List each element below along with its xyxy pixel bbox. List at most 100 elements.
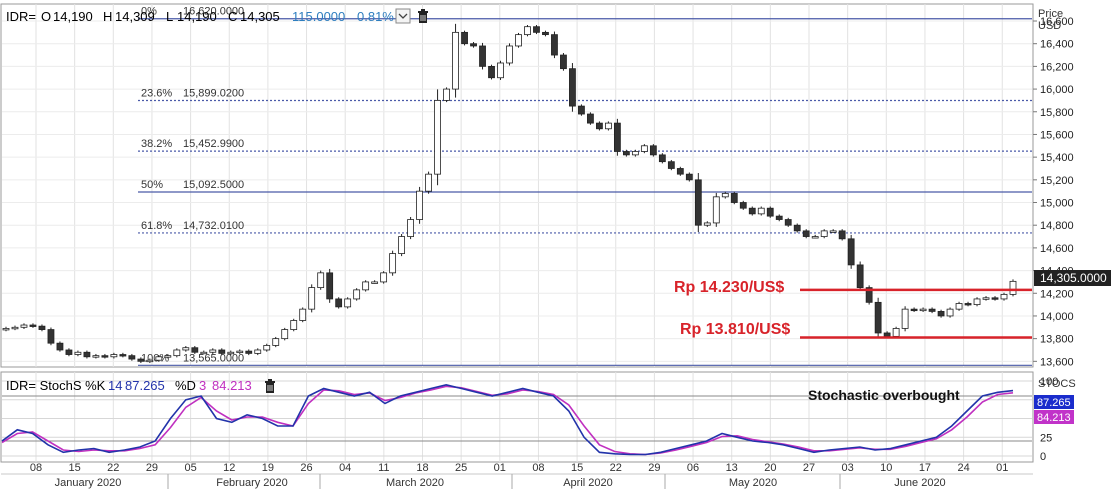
fib-level-pct: 61.8% xyxy=(141,220,172,232)
candle-up xyxy=(290,320,298,330)
candle-down xyxy=(119,354,127,357)
candle-up xyxy=(362,281,370,291)
x-tick-label: 22 xyxy=(107,462,119,474)
y-tick-label: 15,400 xyxy=(1040,152,1074,164)
y-tick-label: 16,200 xyxy=(1040,61,1074,73)
header-close-label: C xyxy=(228,9,237,24)
candle-down xyxy=(245,350,253,354)
candle-up xyxy=(308,287,316,310)
candle-up xyxy=(146,359,154,363)
candle-up xyxy=(640,145,648,152)
x-tick-label: 24 xyxy=(957,462,969,474)
candle-up xyxy=(416,190,423,220)
candle-down xyxy=(542,31,549,36)
header-open: 14,190 xyxy=(53,9,93,24)
month-label: March 2020 xyxy=(386,477,444,489)
y-tick-label: 13,800 xyxy=(1040,334,1074,346)
stoch-header-label: IDR= StochS %K xyxy=(6,378,106,393)
candle-down xyxy=(730,193,738,203)
candle-down xyxy=(694,179,702,226)
month-label: April 2020 xyxy=(563,477,613,489)
chevron-down-icon[interactable] xyxy=(395,8,411,24)
fib-level-value: 15,899.0200 xyxy=(183,88,244,100)
stoch-k-value: 87.265 xyxy=(125,378,165,393)
candle-up xyxy=(254,349,262,354)
candle-up xyxy=(92,355,100,358)
month-label: January 2020 xyxy=(55,477,122,489)
candle-up xyxy=(605,122,612,130)
header-high: 14,309 xyxy=(115,9,155,24)
x-tick-label: 06 xyxy=(687,462,699,474)
candle-up xyxy=(371,281,379,284)
candle-up xyxy=(703,222,711,226)
header-high-label: H xyxy=(103,9,112,24)
candle-up xyxy=(721,193,729,198)
x-tick-label: 15 xyxy=(69,462,81,474)
y-tick-label: 14,800 xyxy=(1040,220,1074,232)
candle-up xyxy=(299,308,307,321)
price-axis-unit: USD xyxy=(1038,20,1061,32)
candle-up xyxy=(452,31,459,90)
stoch-d-tag-bg xyxy=(1034,410,1074,424)
x-tick-label: 29 xyxy=(648,462,660,474)
candle-down xyxy=(560,54,567,70)
stoch-k-period: 14 xyxy=(108,378,122,393)
trash-icon[interactable] xyxy=(418,9,428,23)
y-tick-label: 15,800 xyxy=(1040,107,1074,119)
candle-down xyxy=(676,168,684,175)
candle-down xyxy=(137,358,145,362)
last-price-tag-bg xyxy=(1034,270,1111,286)
candle-up xyxy=(955,303,963,310)
month-label: May 2020 xyxy=(729,477,777,489)
header-close: 14,305 xyxy=(240,9,280,24)
candle-up xyxy=(353,289,361,300)
fib-level-pct: 50% xyxy=(141,179,163,191)
candle-down xyxy=(596,122,603,130)
candle-down xyxy=(533,26,540,33)
x-tick-label: 19 xyxy=(262,462,274,474)
header-low: 14,190 xyxy=(177,9,217,24)
stoch-y-tick-label: 25 xyxy=(1040,432,1052,444)
candle-down xyxy=(101,355,109,358)
y-tick-label: 14,000 xyxy=(1040,311,1074,323)
candle-down xyxy=(793,224,801,232)
candle-up xyxy=(1009,280,1017,295)
candle-down xyxy=(335,298,343,308)
x-tick-label: 18 xyxy=(416,462,428,474)
candle-up xyxy=(892,328,900,337)
header-open-label: O xyxy=(41,9,51,24)
stoch-d-value: 84.213 xyxy=(212,378,252,393)
stoch-y-tick-label: 100 xyxy=(1040,376,1058,388)
header-low-label: L xyxy=(166,9,173,24)
candle-down xyxy=(47,329,55,344)
candle-up xyxy=(398,236,406,254)
x-tick-label: 03 xyxy=(842,462,854,474)
candle-up xyxy=(173,349,181,357)
candle-down xyxy=(479,45,486,67)
candle-down xyxy=(461,31,468,45)
x-tick-label: 13 xyxy=(726,462,738,474)
candle-down xyxy=(856,264,864,288)
candle-up xyxy=(389,253,397,274)
candle-down xyxy=(83,351,91,358)
candle-down xyxy=(739,202,747,209)
fib-level-pct: 38.2% xyxy=(141,138,172,150)
fib-level-value: 15,452.9900 xyxy=(183,138,244,150)
candle-down xyxy=(874,301,882,334)
candle-up xyxy=(110,354,118,358)
fib-level-value: 14,732.0100 xyxy=(183,220,244,232)
candle-down xyxy=(326,272,334,300)
candle-down xyxy=(685,173,693,181)
fib-level-pct: 0% xyxy=(141,6,157,18)
candle-down xyxy=(218,349,226,354)
candle-up xyxy=(946,308,954,317)
candle-up xyxy=(497,62,504,79)
price-axis-title: Price xyxy=(1038,8,1063,20)
trash-icon[interactable] xyxy=(265,379,275,393)
candle-up xyxy=(757,207,765,215)
x-tick-label: 01 xyxy=(996,462,1008,474)
stoch-d-tag: 84.213 xyxy=(1037,412,1071,424)
candle-up xyxy=(74,351,82,355)
month-label: June 2020 xyxy=(894,477,945,489)
fib-level-pct: 23.6% xyxy=(141,88,172,100)
